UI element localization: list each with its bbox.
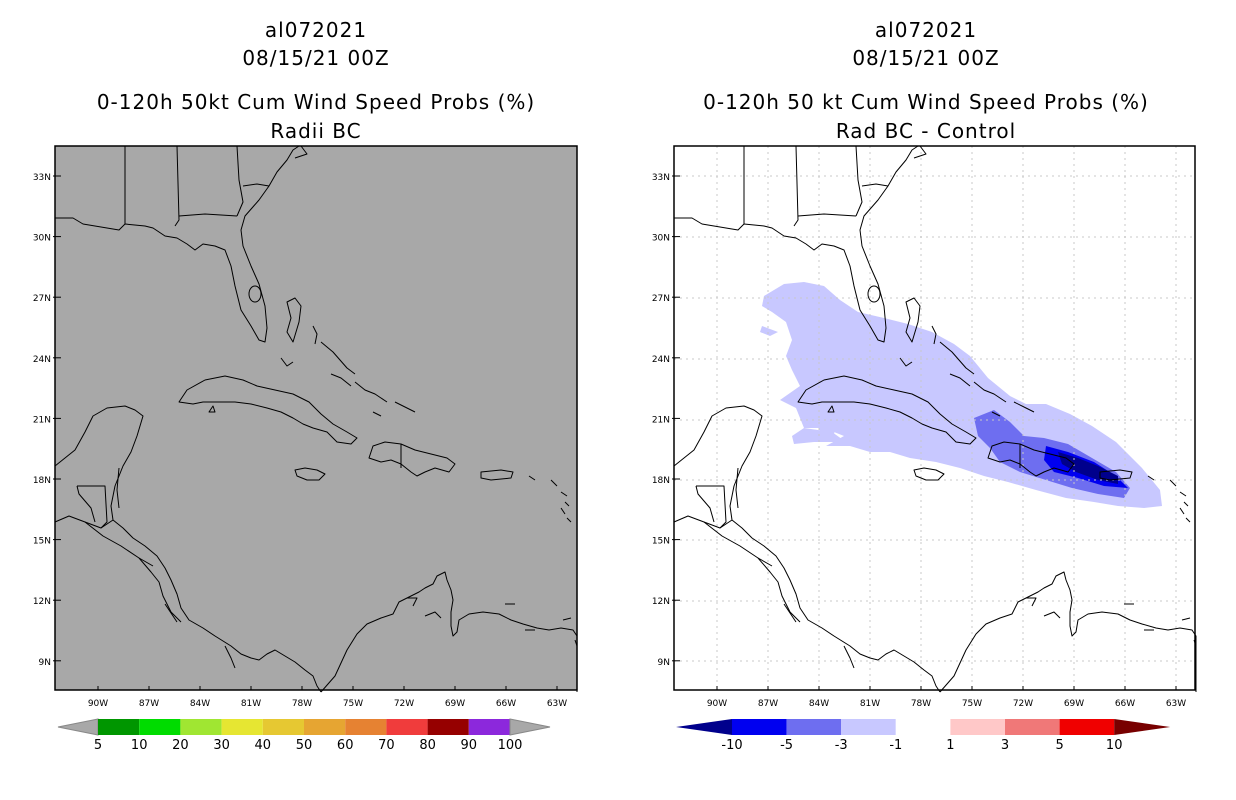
darkest-blue-region — [1058, 452, 1118, 484]
colorbar-swatch — [98, 719, 140, 735]
colorbar-label: 10 — [1106, 738, 1123, 753]
colorbar-swatch — [262, 719, 304, 735]
lat-label: 24N — [33, 355, 51, 365]
colorbar-label: 5 — [94, 738, 102, 753]
lon-label: 81W — [860, 699, 880, 709]
lat-label: 12N — [33, 597, 51, 607]
colorbar-label: 30 — [213, 738, 230, 753]
colorbar-left-arrow — [676, 719, 732, 735]
colorbar-label: 10 — [131, 738, 148, 753]
colorbar-swatch — [345, 719, 387, 735]
colorbar-label: 1 — [946, 738, 954, 753]
colorbar-left-arrow — [57, 718, 99, 736]
colorbar-label: 100 — [498, 738, 523, 753]
lat-label: 30N — [652, 234, 670, 244]
colorbar-label: 60 — [337, 738, 354, 753]
left-map — [54, 145, 578, 693]
lon-label: 63W — [547, 699, 567, 709]
lon-label: 69W — [1064, 699, 1084, 709]
lon-label: 78W — [292, 699, 312, 709]
left-map-background — [54, 145, 578, 691]
right-datetime: 08/15/21 00Z — [852, 46, 1000, 70]
right-map — [673, 145, 1197, 693]
colorbar-swatch — [180, 719, 222, 735]
colorbar-swatch — [950, 719, 1005, 735]
lat-label: 24N — [652, 355, 670, 365]
lon-label: 66W — [496, 699, 516, 709]
colorbar-swatch — [468, 719, 510, 735]
colorbar-swatch — [1059, 719, 1115, 735]
colorbar-right-arrow — [1114, 719, 1171, 735]
lat-label: 33N — [33, 173, 51, 183]
colorbar-label: 50 — [296, 738, 313, 753]
lon-label: 66W — [1115, 699, 1135, 709]
colorbar-swatch — [139, 719, 181, 735]
lon-label: 69W — [445, 699, 465, 709]
colorbar-swatch — [895, 719, 951, 735]
lon-label: 78W — [911, 699, 931, 709]
colorbar-label: -10 — [721, 738, 742, 753]
lon-label: 72W — [394, 699, 414, 709]
lat-label: 9N — [658, 658, 670, 668]
lon-label: 84W — [190, 699, 210, 709]
colorbar-label: 3 — [1001, 738, 1009, 753]
colorbar-right-arrow — [509, 718, 551, 736]
colorbar-label: -5 — [780, 738, 793, 753]
lon-label: 63W — [1166, 699, 1186, 709]
lat-label: 15N — [652, 537, 670, 547]
colorbar-swatch — [732, 719, 787, 735]
colorbar-label: -1 — [889, 738, 902, 753]
colorbar-swatch — [304, 719, 346, 735]
left-lon-labels: 90W 87W 84W 81W 78W 75W 72W 69W 66W 63W — [88, 686, 567, 709]
colorbar-swatch — [427, 719, 469, 735]
lon-label: 87W — [758, 699, 778, 709]
colorbar-swatch — [221, 719, 263, 735]
lat-label: 15N — [33, 537, 51, 547]
right-colorbar: -10 -5 -3 -1 1 3 5 10 — [676, 719, 1171, 753]
lon-label: 75W — [343, 699, 363, 709]
colorbar-swatch — [786, 719, 842, 735]
lat-label: 33N — [652, 173, 670, 183]
colorbar-label: 70 — [378, 738, 395, 753]
lat-label: 27N — [33, 294, 51, 304]
right-map-title: 0-120h 50 kt Cum Wind Speed Probs (%) — [703, 90, 1149, 114]
lon-label: 87W — [139, 699, 159, 709]
left-datetime: 08/15/21 00Z — [242, 46, 390, 70]
left-lat-labels: 33N 30N 27N 24N 21N 18N 15N 12N 9N — [33, 173, 61, 668]
left-colorbar: 5 10 20 30 40 50 60 70 80 90 100 — [57, 718, 551, 753]
lat-label: 21N — [652, 415, 670, 425]
lon-label: 81W — [241, 699, 261, 709]
left-storm-id: al072021 — [264, 18, 368, 42]
lon-label: 75W — [962, 699, 982, 709]
lat-label: 30N — [33, 234, 51, 244]
colorbar-swatch — [1005, 719, 1060, 735]
lat-label: 21N — [33, 415, 51, 425]
lat-label: 27N — [652, 294, 670, 304]
lat-label: 9N — [39, 658, 51, 668]
colorbar-label: 80 — [419, 738, 436, 753]
colorbar-label: 20 — [172, 738, 189, 753]
colorbar-label: 90 — [461, 738, 478, 753]
colorbar-label: 5 — [1055, 738, 1063, 753]
colorbar-label: 40 — [255, 738, 272, 753]
left-map-subtitle: Radii BC — [270, 119, 362, 143]
right-map-gridlines — [674, 146, 1195, 690]
lon-label: 84W — [809, 699, 829, 709]
colorbar-swatch — [386, 719, 428, 735]
lon-label: 90W — [707, 699, 727, 709]
lon-label: 90W — [88, 699, 108, 709]
lat-label: 12N — [652, 597, 670, 607]
colorbar-label: -3 — [835, 738, 848, 753]
left-map-title: 0-120h 50kt Cum Wind Speed Probs (%) — [96, 90, 536, 114]
right-lat-labels: 33N 30N 27N 24N 21N 18N 15N 12N 9N — [652, 173, 680, 668]
right-map-subtitle: Rad BC - Control — [835, 119, 1017, 143]
right-lon-labels: 90W 87W 84W 81W 78W 75W 72W 69W 66W 63W — [707, 686, 1186, 709]
right-storm-id: al072021 — [874, 18, 978, 42]
colorbar-swatch — [841, 719, 896, 735]
lon-label: 72W — [1013, 699, 1033, 709]
lat-label: 18N — [652, 476, 670, 486]
lat-label: 18N — [33, 476, 51, 486]
